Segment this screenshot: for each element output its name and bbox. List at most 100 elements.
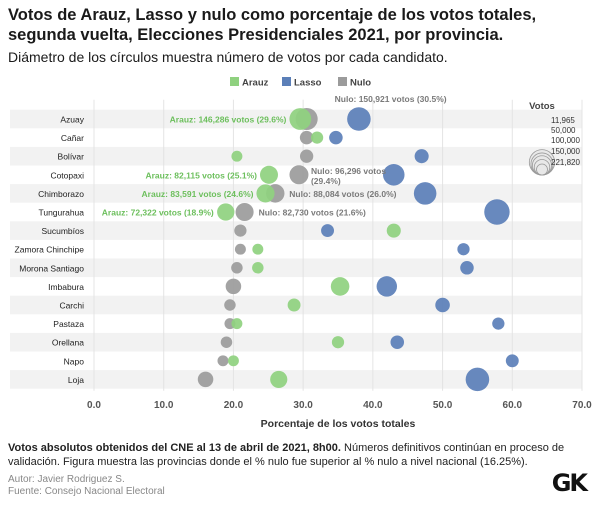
bubble-arauz-sucumbios (386, 223, 401, 238)
bubble-arauz-carchi (287, 298, 301, 312)
size-legend-label: 221,820 (551, 158, 580, 167)
annotation-nulo-azuay: Nulo: 150,921 votos (30.5%) (335, 94, 447, 104)
bubble-nulo-loja (197, 371, 214, 388)
category-label-azuay: Azuay (60, 115, 84, 125)
x-tick-label: 70.0 (572, 400, 592, 411)
annotation-arauz-chimborazo: Arauz: 83,591 votos (24.6%) (142, 189, 254, 199)
row-band (10, 258, 582, 278)
x-tick-label: 60.0 (503, 400, 523, 411)
annotation-arauz-tungurahua: Arauz: 72,322 votos (18.9%) (102, 208, 214, 218)
author-credit: Autor: Javier Rodriguez S. (8, 474, 125, 485)
bubble-arauz-imbabura (330, 277, 350, 296)
category-label-canar: Cañar (61, 133, 84, 143)
annotation-nulo-chimborazo: Nulo: 88,084 votos (26.0%) (289, 189, 396, 199)
bubble-nulo-orellana (220, 336, 233, 348)
x-tick-label: 10.0 (154, 400, 174, 411)
bubble-nulo-zamora-chinchipe (234, 243, 246, 255)
bubble-lasso-zamora-chinchipe (457, 243, 470, 256)
x-tick-label: 30.0 (293, 400, 313, 411)
x-tick-label: 20.0 (224, 400, 244, 411)
category-label-pastaza: Pastaza (53, 319, 84, 329)
row-band (10, 332, 582, 352)
legend-label-arauz: Arauz (242, 78, 269, 89)
category-label-napo: Napo (64, 356, 85, 366)
legend-swatch-nulo (338, 77, 347, 86)
legend-label-lasso: Lasso (294, 78, 322, 89)
bubble-arauz-orellana (331, 336, 345, 349)
bubble-nulo-sucumbios (234, 224, 247, 237)
bubble-lasso-loja (465, 367, 490, 392)
bubble-arauz-canar (310, 131, 324, 144)
row-band (10, 221, 582, 240)
category-label-chimborazo: Chimborazo (38, 189, 84, 199)
bubble-nulo-cotopaxi (289, 165, 309, 185)
bubble-lasso-canar (329, 130, 343, 145)
footnote-rest: Números definitivos continúan en proceso… (8, 442, 565, 468)
bubble-lasso-cotopaxi (383, 164, 405, 186)
row-band (10, 146, 582, 166)
bubble-arauz-azuay (289, 108, 312, 130)
category-label-imbabura: Imbabura (48, 282, 84, 292)
bubble-arauz-chimborazo (256, 184, 275, 203)
bubble-nulo-tungurahua (235, 202, 254, 222)
row-band (10, 184, 582, 203)
size-legend-title: Votos (529, 101, 555, 112)
x-tick-label: 0.0 (87, 400, 101, 411)
size-legend-label: 11,965 (551, 116, 575, 125)
x-axis-title: Porcentaje de los votos totales (261, 418, 416, 430)
bubble-lasso-carchi (435, 297, 450, 313)
bubble-nulo-imbabura (225, 278, 242, 295)
footnote: Votos absolutos obtenidos del CNE al 13 … (8, 441, 594, 469)
bubble-arauz-napo (227, 355, 239, 367)
chart-subtitle: Diámetro de los círculos muestra número … (8, 49, 448, 65)
bubble-nulo-bolivar (299, 149, 314, 163)
size-legend-label: 100,000 (551, 136, 580, 145)
annotation-arauz-cotopaxi: Arauz: 82,115 votos (25.1%) (145, 170, 257, 180)
bubble-lasso-pastaza (492, 317, 505, 330)
row-band (10, 370, 582, 389)
bubble-nulo-canar (299, 130, 314, 145)
bubble-lasso-sucumbios (321, 224, 334, 238)
category-label-zamora-chinchipe: Zamora Chinchipe (15, 245, 85, 255)
category-label-bolivar: Bolívar (58, 152, 85, 162)
category-label-sucumbios: Sucumbíos (41, 226, 84, 236)
bubble-lasso-bolivar (414, 149, 429, 164)
x-tick-label: 40.0 (363, 400, 383, 411)
category-label-orellana: Orellana (52, 338, 84, 348)
bubble-lasso-chimborazo (413, 182, 437, 205)
chart-title: Votos de Arauz, Lasso y nulo como porcen… (8, 6, 537, 44)
bubble-nulo-carchi (224, 299, 236, 311)
size-legend-label: 50,000 (551, 126, 576, 135)
bubble-arauz-tungurahua (217, 203, 235, 221)
bubble-arauz-cotopaxi (259, 165, 279, 184)
gk-logo: GK (551, 469, 588, 497)
source-credit: Fuente: Consejo Nacional Electoral (8, 486, 165, 497)
annotation-nulo-tungurahua: Nulo: 82,730 votos (21.6%) (259, 208, 366, 218)
bubble-dot-plot: Azuay Cañar Bolívar Cotopaxi Chimborazo Tungu… (10, 77, 592, 430)
category-label-tungurahua: Tungurahua (38, 208, 84, 218)
bubble-arauz-morona-santiago (252, 262, 264, 274)
category-label-morona-santiago: Morona Santiago (19, 263, 84, 273)
bubble-arauz-pastaza (231, 318, 243, 330)
category-label-carchi: Carchi (59, 301, 84, 311)
x-tick-label: 50.0 (433, 400, 453, 411)
bubble-nulo-napo (217, 355, 229, 367)
bubble-lasso-imbabura (376, 276, 398, 297)
bubble-nulo-morona-santiago (231, 262, 243, 274)
annotation-arauz-azuay: Arauz: 146,286 votos (29.6%) (170, 115, 287, 125)
footnote-bold: Votos absolutos obtenidos del CNE al 13 … (8, 442, 341, 454)
category-label-loja: Loja (68, 375, 84, 385)
bubble-arauz-loja (270, 370, 288, 388)
bubble-lasso-orellana (390, 335, 405, 349)
legend-swatch-arauz (230, 77, 239, 86)
bubble-arauz-zamora-chinchipe (252, 243, 264, 255)
size-legend-circle (536, 163, 548, 176)
bubble-lasso-napo (505, 354, 519, 368)
legend-swatch-lasso (282, 77, 291, 86)
bubble-lasso-azuay (347, 107, 371, 131)
bubble-arauz-bolivar (231, 150, 243, 162)
annotation-nulo-cotopaxi: Nulo: 96,296 votos (29.4%) (311, 166, 386, 186)
legend-label-nulo: Nulo (350, 78, 371, 89)
size-legend-label: 150,000 (551, 147, 580, 156)
category-label-cotopaxi: Cotopaxi (50, 170, 84, 180)
